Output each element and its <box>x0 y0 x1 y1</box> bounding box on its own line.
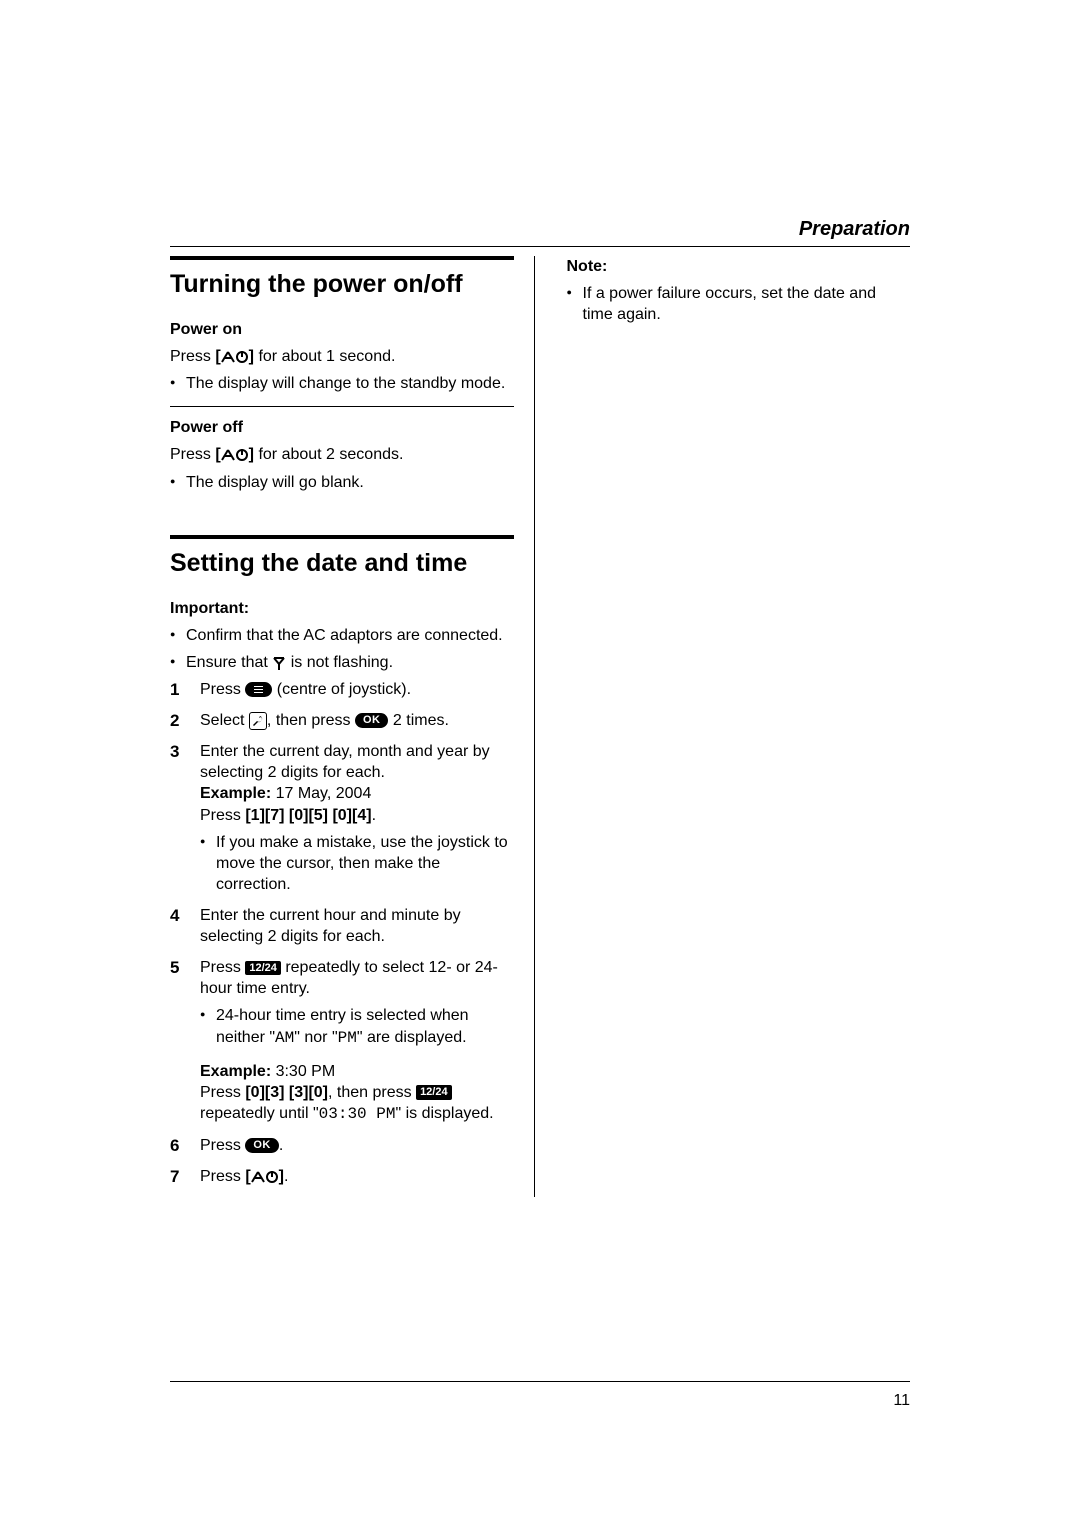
example-label: Example: <box>200 785 271 802</box>
header-rule <box>170 246 910 247</box>
code-text: AM <box>275 1029 294 1047</box>
list-item: Ensure that is not flashing. <box>170 652 514 673</box>
ok-button-icon: OK <box>245 1138 279 1153</box>
text: repeatedly until " <box>200 1105 319 1122</box>
text: Press <box>200 1137 245 1154</box>
step-3: Enter the current day, month and year by… <box>170 741 514 895</box>
text: . <box>279 1137 283 1154</box>
step-5: Press 12/24 repeatedly to select 12- or … <box>170 957 514 1125</box>
text: is not flashing. <box>286 654 393 671</box>
text: " is displayed. <box>395 1105 493 1122</box>
text: Press <box>170 446 215 463</box>
text: for about 2 seconds. <box>254 446 403 463</box>
text: Enter the current hour and minute by sel… <box>200 907 461 945</box>
important-label: Important: <box>170 598 514 619</box>
subhead-power-off: Power off <box>170 417 514 438</box>
text: 3:30 PM <box>271 1063 335 1080</box>
power-off-instruction: Press [] for about 2 seconds. <box>170 444 514 465</box>
page-number: 11 <box>893 1392 910 1410</box>
content-columns: Turning the power on/off Power on Press … <box>170 256 910 1197</box>
text: Press <box>170 348 215 365</box>
text: , then press <box>267 712 355 729</box>
note-label: Note: <box>567 256 911 277</box>
text: . <box>284 1168 288 1185</box>
text: Press <box>200 1168 245 1185</box>
list-item: If a power failure occurs, set the date … <box>567 283 911 325</box>
list-item: If you make a mistake, use the joystick … <box>200 832 514 895</box>
list-item: 24-hour time entry is selected when neit… <box>200 1005 514 1048</box>
power-key-icon: [] <box>215 444 254 465</box>
text: Enter the current day, month and year by… <box>200 743 490 781</box>
key-sequence: [0][3] [3][0] <box>245 1084 328 1101</box>
text: Select <box>200 712 249 729</box>
text: Press <box>200 1084 245 1101</box>
footer-rule <box>170 1381 910 1382</box>
heading-power: Turning the power on/off <box>170 268 514 301</box>
key-sequence: [1][7] [0][5] [0][4] <box>245 807 371 824</box>
sub-divider <box>170 406 514 407</box>
step-4: Enter the current hour and minute by sel… <box>170 905 514 947</box>
wrench-icon <box>249 712 267 730</box>
section-divider <box>170 535 514 539</box>
heading-datetime: Setting the date and time <box>170 547 514 580</box>
manual-page: Preparation Turning the power on/off Pow… <box>0 0 1080 1528</box>
text: Press <box>200 681 245 698</box>
text: " are displayed. <box>357 1029 467 1046</box>
step-7: Press []. <box>170 1166 514 1187</box>
ok-button-icon: OK <box>355 713 389 728</box>
important-list: Confirm that the AC adaptors are connect… <box>170 625 514 673</box>
note-list: If a power failure occurs, set the date … <box>567 283 911 325</box>
badge-1224-icon: 12/24 <box>245 961 281 975</box>
list-item: The display will change to the standby m… <box>170 373 514 394</box>
subhead-power-on: Power on <box>170 319 514 340</box>
list-item: Confirm that the AC adaptors are connect… <box>170 625 514 646</box>
text: , then press <box>328 1084 416 1101</box>
text: (centre of joystick). <box>272 681 411 698</box>
steps-list: Press (centre of joystick). Select , the… <box>170 679 514 1187</box>
step3-notes: If you make a mistake, use the joystick … <box>200 832 514 895</box>
step5-notes: 24-hour time entry is selected when neit… <box>200 1005 514 1048</box>
section-divider <box>170 256 514 260</box>
code-text: PM <box>338 1029 357 1047</box>
running-head: Preparation <box>799 218 910 241</box>
left-column: Turning the power on/off Power on Press … <box>170 256 535 1197</box>
list-item: The display will go blank. <box>170 472 514 493</box>
joystick-centre-icon <box>245 682 272 697</box>
code-text: 03:30 PM <box>319 1105 396 1123</box>
text: for about 1 second. <box>254 348 395 365</box>
step-6: Press OK. <box>170 1135 514 1156</box>
text: " nor " <box>294 1029 337 1046</box>
power-on-instruction: Press [] for about 1 second. <box>170 346 514 367</box>
right-column: Note: If a power failure occurs, set the… <box>563 256 911 1197</box>
power-off-notes: The display will go blank. <box>170 472 514 493</box>
text: 17 May, 2004 <box>271 785 371 802</box>
text: Ensure that <box>186 654 272 671</box>
badge-1224-icon: 12/24 <box>416 1085 452 1099</box>
antenna-icon <box>272 654 286 671</box>
spacer <box>170 499 514 535</box>
text: Press <box>200 807 245 824</box>
text: 2 times. <box>388 712 448 729</box>
power-key-icon: [] <box>245 1166 284 1187</box>
text: Press <box>200 959 245 976</box>
power-on-notes: The display will change to the standby m… <box>170 373 514 394</box>
step-2: Select , then press OK 2 times. <box>170 710 514 731</box>
power-key-icon: [] <box>215 346 254 367</box>
example-label: Example: <box>200 1063 271 1080</box>
step-1: Press (centre of joystick). <box>170 679 514 700</box>
